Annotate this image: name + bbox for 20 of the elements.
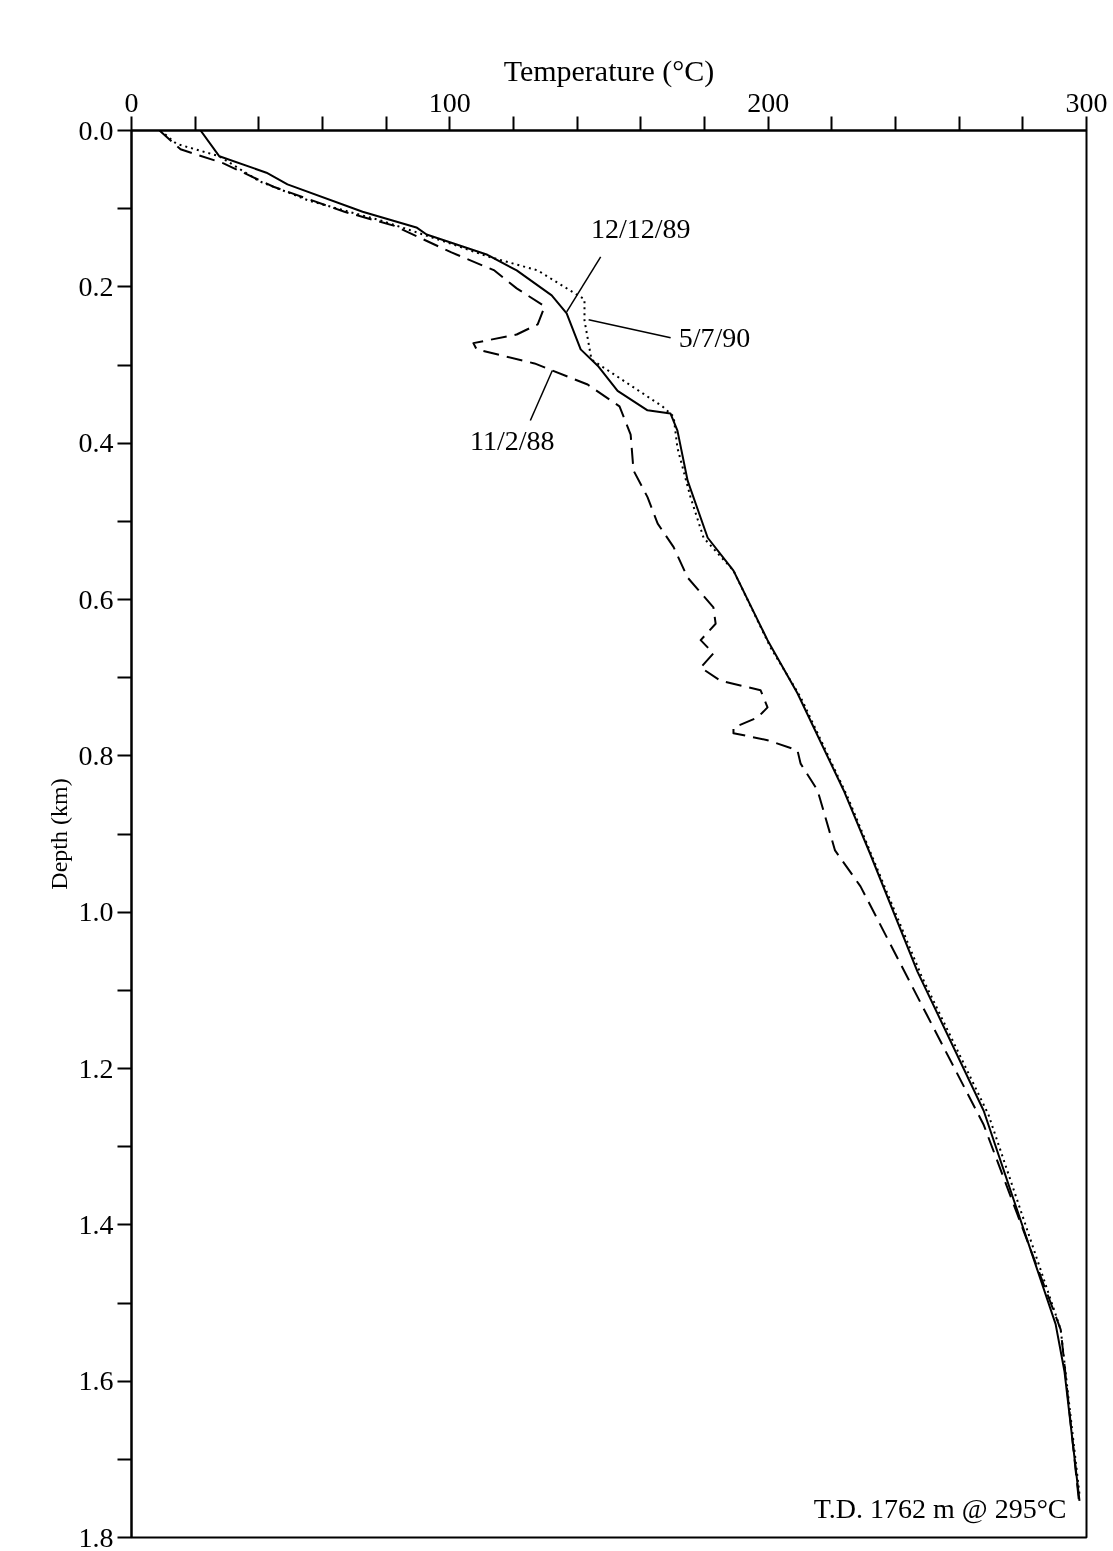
annotation: 5/7/90: [678, 322, 751, 354]
y-tick-label: 1.0: [78, 896, 114, 928]
x-tick-label: 200: [747, 86, 790, 118]
annotation: 12/12/89: [590, 212, 691, 244]
y-tick-label: 1.6: [78, 1365, 114, 1397]
annotation: 11/2/88: [470, 425, 555, 457]
y-tick-label: 1.4: [78, 1208, 114, 1240]
annotation: T.D. 1762 m @ 295°C: [813, 1492, 1067, 1524]
x-tick-label: 300: [1065, 86, 1108, 118]
y-tick-label: 0.2: [78, 270, 114, 302]
y-tick-label: 0.8: [78, 739, 114, 771]
x-axis-title: Temperature (°C): [503, 53, 715, 88]
x-tick-label: 0: [124, 86, 139, 118]
y-tick-label: 1.2: [78, 1052, 114, 1084]
y-tick-label: 0.0: [78, 114, 114, 146]
y-tick-label: 1.8: [78, 1521, 114, 1551]
x-tick-label: 100: [428, 86, 471, 118]
y-axis-title: Depth (km): [45, 778, 72, 890]
y-tick-label: 0.6: [78, 583, 114, 615]
y-tick-label: 0.4: [78, 427, 114, 459]
